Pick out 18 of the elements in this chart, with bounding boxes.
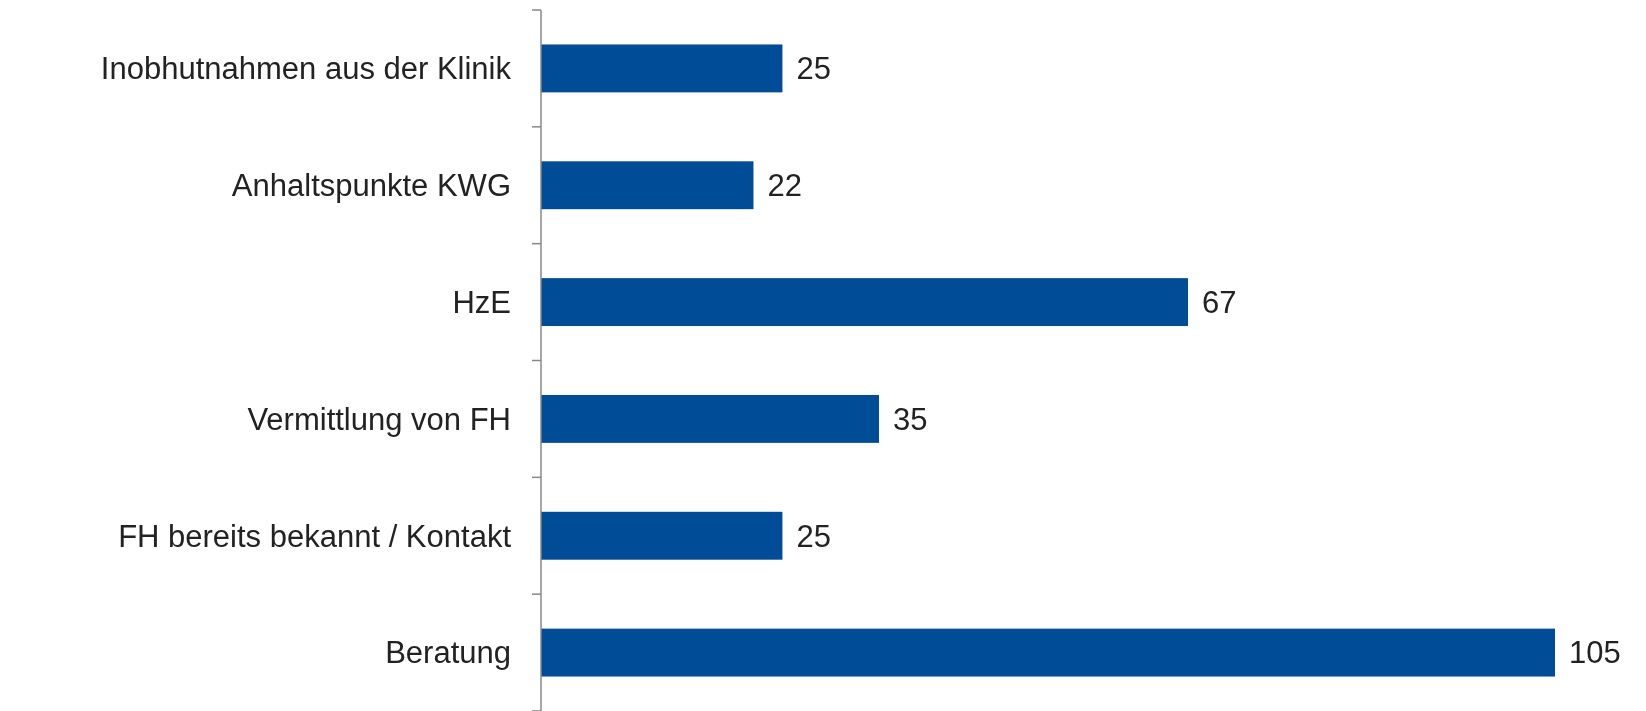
bar xyxy=(541,628,1555,677)
bar xyxy=(541,394,879,443)
y-tick-label: Inobhutnahmen aus der Klinik xyxy=(100,51,512,87)
data-label: 105 xyxy=(1569,635,1621,671)
data-label: 25 xyxy=(796,518,831,554)
data-label: 67 xyxy=(1202,284,1237,320)
bar xyxy=(541,161,754,210)
y-tick-label: Beratung xyxy=(385,635,511,671)
y-tick-label: Anhaltspunkte KWG xyxy=(231,168,511,204)
data-label: 22 xyxy=(767,168,802,204)
data-label: 35 xyxy=(893,401,928,437)
y-tick-label: HzE xyxy=(452,284,511,320)
y-tick-label: Vermittlung von FH xyxy=(247,401,511,437)
bar xyxy=(541,511,783,560)
y-tick-label: FH bereits bekannt / Kontakt xyxy=(118,518,512,554)
data-label: 25 xyxy=(796,51,831,87)
bar xyxy=(541,44,783,93)
bar xyxy=(541,278,1189,327)
